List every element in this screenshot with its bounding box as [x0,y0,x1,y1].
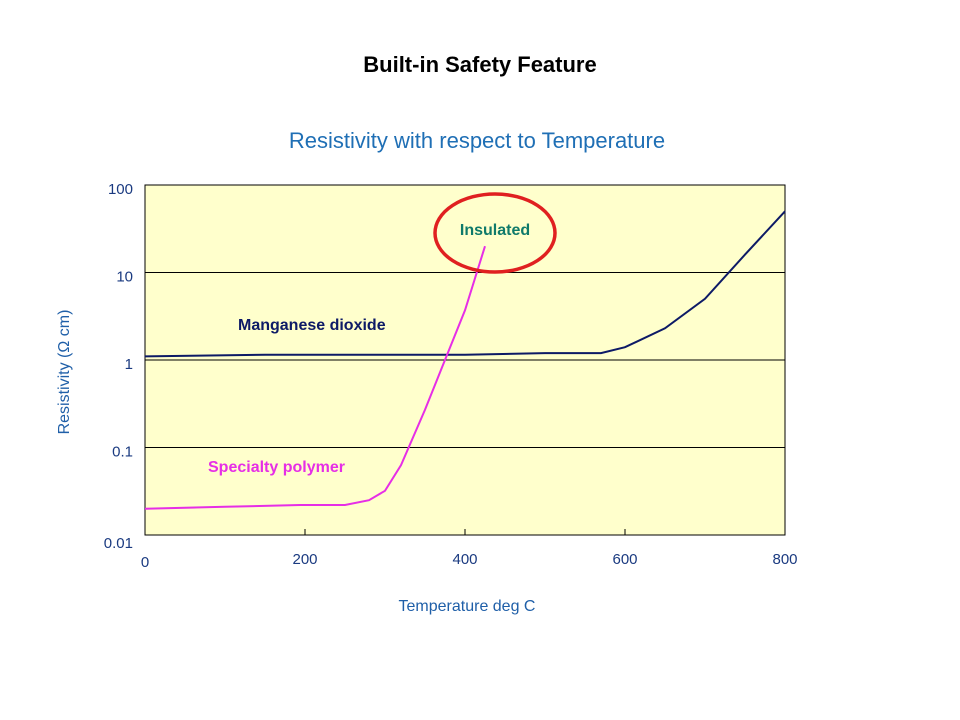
series-line [144,245,486,510]
highlight-ellipse [433,192,557,274]
y-tick-label: 100 [108,181,133,198]
y-axis-label: Resistivity (Ω cm) [56,310,73,435]
x-tick-label: 0 [141,554,149,571]
x-tick-label: 800 [772,551,797,568]
y-tick-label: 0.1 [112,443,133,460]
slide-title: Built-in Safety Feature [363,52,596,77]
annotation: Insulated [460,222,530,239]
x-tick-label: 400 [452,551,477,568]
y-tick-label: 10 [116,268,133,285]
series-label: Manganese dioxide [238,317,386,334]
y-tick-label: 0.01 [104,535,133,552]
series-line [144,210,786,358]
chart-subtitle: Resistivity with respect to Temperature [289,128,665,153]
x-tick-label: 600 [612,551,637,568]
x-axis-label: Temperature deg C [399,598,536,615]
y-tick-label: 1 [125,356,133,373]
x-tick-label: 200 [292,551,317,568]
series-label: Specialty polymer [208,459,345,476]
